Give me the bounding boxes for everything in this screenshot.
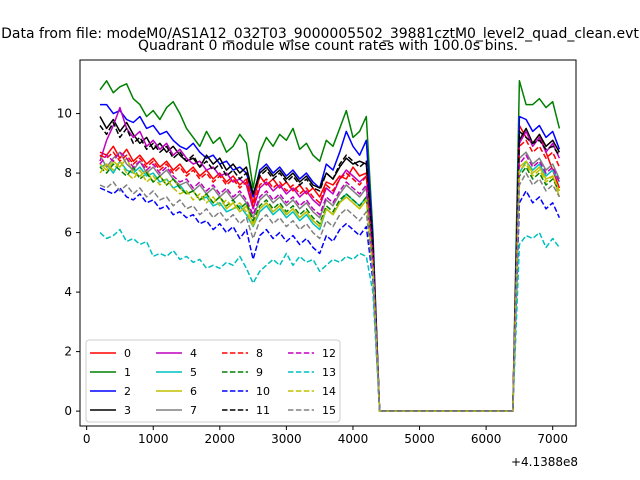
- legend-entry: 3: [90, 404, 131, 417]
- chart-title: Quadrant 0 module wise count rates with …: [138, 38, 518, 54]
- legend-label: 13: [322, 366, 336, 379]
- legend-label: 1: [124, 366, 131, 379]
- legend-box: [85, 339, 341, 423]
- legend-entry: 11: [222, 404, 270, 417]
- legend-label: 4: [190, 347, 197, 360]
- x-axis: 0 1000 2000 3000 4000 5000 6000 7000: [83, 426, 568, 446]
- legend-entry: 1: [90, 366, 131, 379]
- legend-label: 7: [190, 404, 197, 417]
- legend-label: 2: [124, 385, 131, 398]
- series-line-11: [99, 121, 560, 412]
- legend-label: 12: [322, 347, 336, 360]
- legend-label: 5: [190, 366, 197, 379]
- series-line-14: [99, 160, 561, 412]
- legend-entry: 4: [156, 347, 197, 360]
- y-tick-label: 10: [57, 107, 72, 121]
- legend-entry: 8: [222, 347, 263, 360]
- legend-entry: 7: [156, 404, 197, 417]
- figure-supertitle: Data from file: modeM0/AS1A12_032T03_900…: [1, 26, 639, 42]
- y-tick-label: 0: [64, 404, 72, 418]
- y-tick-label: 4: [64, 285, 72, 299]
- series-line-9: [99, 163, 561, 412]
- y-tick-label: 6: [64, 226, 72, 240]
- y-tick-label: 2: [64, 345, 72, 359]
- y-axis: 0 2 4 6 8 10: [57, 107, 80, 418]
- x-tick-label: 6000: [471, 432, 502, 446]
- series-layer: [99, 80, 561, 412]
- x-tick-label: 4000: [338, 432, 369, 446]
- series-line-15: [99, 172, 561, 412]
- x-tick-label: 3000: [271, 432, 302, 446]
- legend-label: 9: [256, 366, 263, 379]
- x-tick-label: 1000: [138, 432, 169, 446]
- x-tick-label: 5000: [404, 432, 435, 446]
- legend-label: 3: [124, 404, 131, 417]
- legend-label: 14: [322, 385, 336, 398]
- legend-entry: 12: [288, 347, 336, 360]
- legend-entry: 2: [90, 385, 131, 398]
- legend-entry: 6: [156, 385, 197, 398]
- axes-frame: [79, 59, 577, 427]
- legend-entry: 5: [156, 366, 197, 379]
- legend-label: 11: [256, 404, 270, 417]
- legend-entry: 10: [222, 385, 270, 398]
- y-tick-label: 8: [64, 166, 72, 180]
- legend-label: 6: [190, 385, 197, 398]
- legend-entry: 15: [288, 404, 336, 417]
- legend-label: 10: [256, 385, 270, 398]
- legend-entry: 14: [288, 385, 336, 398]
- legend-label: 15: [322, 404, 336, 417]
- legend-label: 8: [256, 347, 263, 360]
- legend-entry: 9: [222, 366, 263, 379]
- x-tick-label: 0: [83, 432, 91, 446]
- x-tick-label: 2000: [205, 432, 236, 446]
- x-axis-offset-label: +4.1388e8: [511, 455, 578, 469]
- x-tick-label: 7000: [537, 432, 568, 446]
- legend-label: 0: [124, 347, 131, 360]
- legend-entry: 0: [90, 347, 131, 360]
- legend-entry: 13: [288, 366, 336, 379]
- series-line-10: [99, 187, 561, 412]
